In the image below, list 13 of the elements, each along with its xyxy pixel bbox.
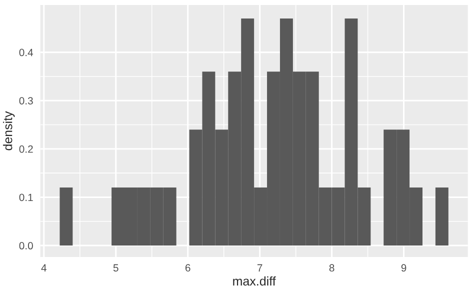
x-tick-label: 9	[401, 264, 406, 272]
x-tick-label: 6	[185, 264, 190, 272]
x-tick-label: 5	[113, 264, 118, 272]
y-tick-label: 0.1	[19, 194, 33, 202]
x-axis-title: max.diff	[233, 276, 276, 286]
y-tick-label: 0.2	[19, 145, 33, 153]
x-tick-label: 4	[41, 264, 46, 272]
y-tick-label: 0.3	[19, 97, 33, 104]
x-tick-label: 8	[329, 264, 334, 272]
y-tick-label: 0.4	[19, 48, 34, 56]
y-tick-label: 0.0	[19, 242, 33, 250]
x-tick-label: 7	[257, 264, 262, 272]
y-axis-title: density	[3, 111, 15, 150]
